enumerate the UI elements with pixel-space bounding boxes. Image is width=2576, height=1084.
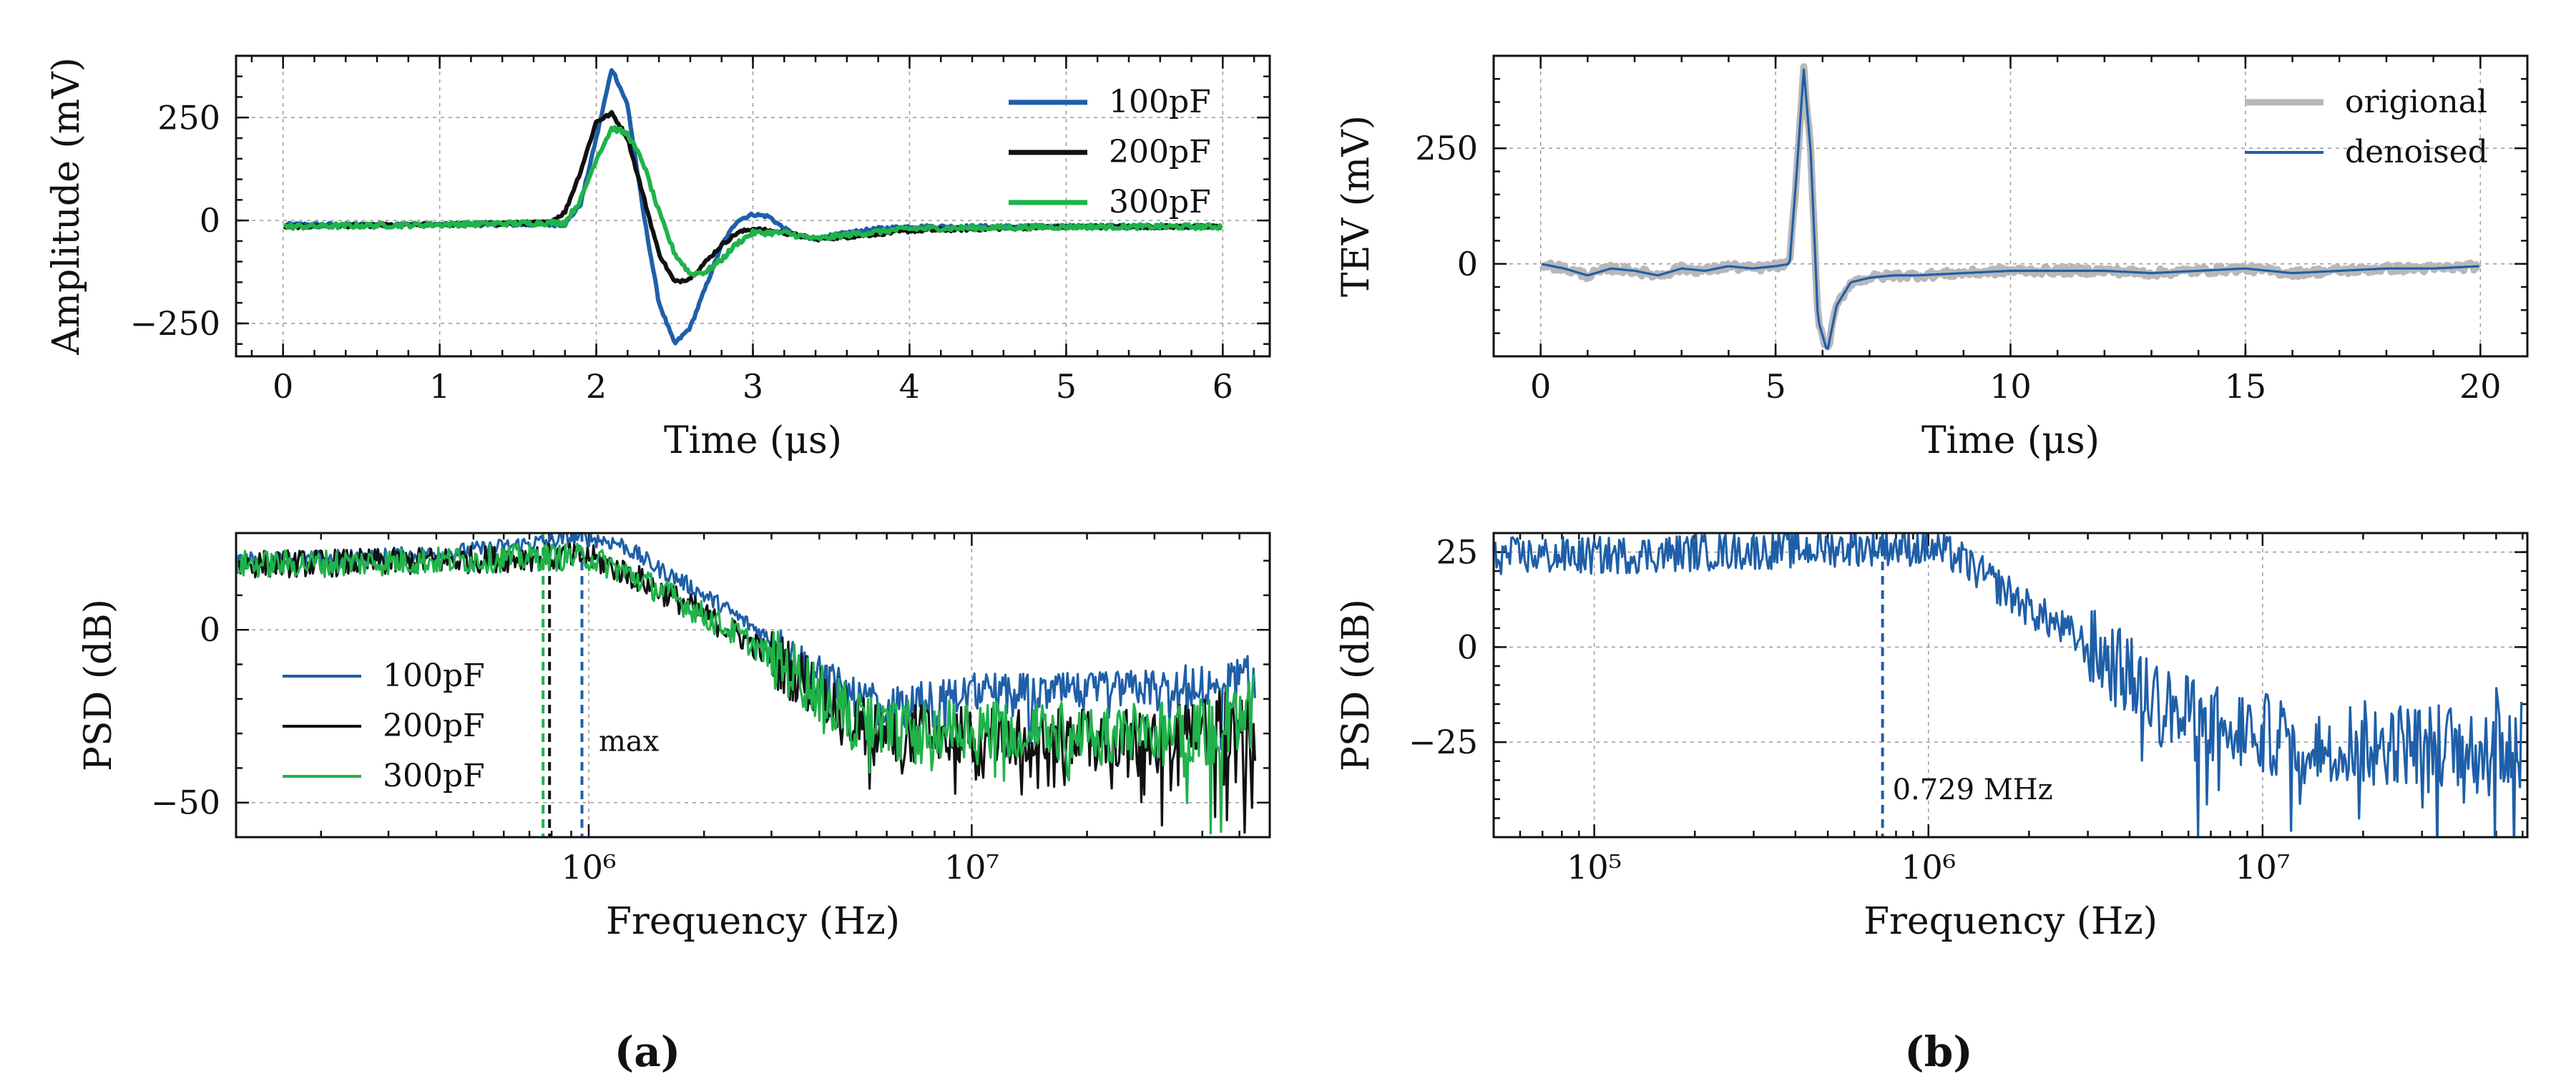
x-tick-label: 5: [1056, 367, 1077, 406]
panel-label-a: (a): [614, 1027, 680, 1076]
x-axis-title: Time (μs): [1921, 419, 2100, 462]
y-axis-title: TEV (mV): [1335, 115, 1378, 297]
x-axis-title: Time (μs): [664, 419, 842, 462]
y-tick-label: 250: [157, 98, 220, 137]
legend: origional denoised: [2245, 84, 2488, 170]
chart-a-psd: 10⁶ 10⁷ −50 0 Frequency (Hz) PSD (dB) 100pF 200…: [77, 532, 1271, 943]
legend-label: origional: [2345, 84, 2487, 120]
y-tick-label: −50: [151, 783, 220, 822]
plot-frame: [235, 532, 1271, 839]
x-tick-label: 10⁶: [1901, 848, 1956, 887]
legend: 100pF 200pF 300pF: [1009, 84, 1211, 220]
x-tick-label: 5: [1765, 367, 1786, 406]
x-axis-title: Frequency (Hz): [606, 900, 900, 943]
x-tick-label: 10⁷: [2235, 848, 2290, 887]
plot-frame: [235, 54, 1271, 358]
legend-label: 200pF: [1109, 134, 1211, 170]
y-tick-label: 0: [1457, 245, 1478, 283]
annotation-label: max: [599, 725, 660, 758]
plot-frame: [1492, 532, 2529, 839]
legend-label: 100pF: [383, 658, 485, 694]
y-tick-label: 250: [1415, 129, 1478, 167]
series-group: [283, 68, 1224, 346]
series-line-PSD: [1494, 533, 2523, 837]
legend-label: 300pF: [383, 758, 485, 794]
series-line-300pF: [236, 542, 1255, 835]
legend: 100pF 200pF 300pF: [283, 658, 485, 794]
chart-b-time: 0 5 10 15 20 0 250 Time (μs) TEV (mV) origional de…: [1335, 54, 2529, 462]
y-tick-label: 0: [1457, 628, 1478, 666]
y-axis-title: Amplitude (mV): [45, 57, 88, 356]
chart-b-psd: 10⁵ 10⁶ 10⁷ −25 0 25 Frequency (Hz) PSD (dB) 0.7…: [1335, 532, 2529, 943]
legend-label: 300pF: [1109, 184, 1211, 220]
y-tick-label: −25: [1409, 723, 1478, 761]
plot-frame: [1492, 54, 2529, 358]
chart-a-time: 0 1 2 3 4 5 6 −250 0 250 Time (μs) Amplitude (mV) 10…: [45, 54, 1271, 462]
x-tick-label: 3: [743, 367, 763, 406]
x-tick-label: 1: [429, 367, 450, 406]
x-tick-label: 0: [273, 367, 293, 406]
y-axis-title: PSD (dB): [77, 599, 120, 771]
y-tick-label: 0: [200, 610, 220, 649]
y-tick-label: −250: [130, 304, 220, 343]
x-axis-title: Frequency (Hz): [1864, 900, 2158, 943]
series-line-300pF: [283, 125, 1224, 278]
x-tick-label: 0: [1530, 367, 1551, 406]
x-tick-label: 2: [586, 367, 607, 406]
x-tick-label: 10⁵: [1567, 848, 1622, 887]
y-axis-title: PSD (dB): [1335, 599, 1378, 771]
y-tick-label: 25: [1436, 533, 1478, 572]
series-group: [236, 533, 1256, 835]
y-tick-label: 0: [200, 201, 220, 240]
x-tick-label: 4: [899, 367, 920, 406]
panel-label-b: (b): [1904, 1027, 1972, 1076]
series-group: [1539, 63, 2482, 351]
x-tick-label: 10⁷: [944, 848, 999, 887]
series-line-denoised: [1542, 68, 2479, 350]
x-tick-label: 15: [2225, 367, 2267, 406]
annotation-label: 0.729 MHz: [1893, 773, 2053, 806]
x-tick-label: 10⁶: [562, 848, 617, 887]
legend-label: 100pF: [1109, 84, 1211, 120]
legend-label: denoised: [2345, 134, 2488, 170]
x-tick-label: 20: [2459, 367, 2502, 406]
series-group: [1494, 533, 2523, 837]
x-tick-label: 10: [1989, 367, 2032, 406]
legend-label: 200pF: [383, 708, 485, 744]
x-tick-label: 6: [1213, 367, 1233, 406]
